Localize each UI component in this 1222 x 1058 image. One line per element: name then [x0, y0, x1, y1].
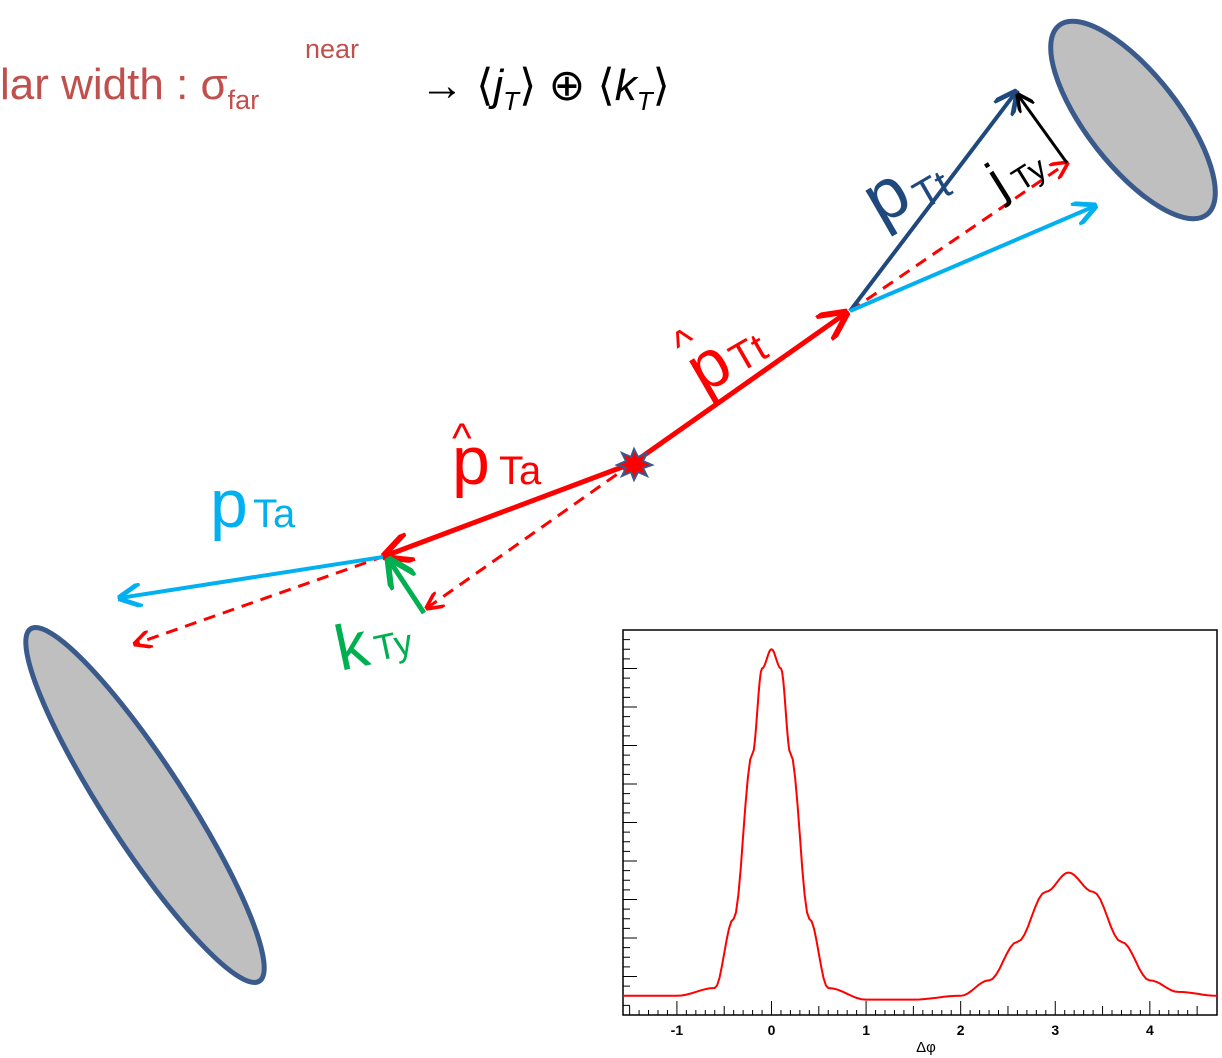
- label-phat-tt: ^ p Tt: [665, 318, 775, 408]
- inset-y-ticks: [623, 639, 637, 1006]
- angular-width-text: lar width : σ: [0, 60, 228, 109]
- parton-near-arrow: [631, 313, 846, 466]
- far-subscript: far: [227, 84, 260, 115]
- inset-xlabel: Δφ: [916, 1039, 936, 1056]
- label-jty-sub: Ty: [1005, 149, 1053, 197]
- label-phat-ta-sub: Ta: [499, 449, 542, 493]
- parton-away-arrow: [385, 460, 634, 556]
- formula-arrow: →: [420, 61, 464, 110]
- x-tick-label: 4: [1146, 1022, 1154, 1038]
- away-pta-arrow: [120, 555, 384, 598]
- near-ptt-arrow: [848, 92, 1016, 313]
- formula-kt-sub: T: [636, 85, 653, 116]
- label-phat-ta-base: p: [452, 423, 490, 499]
- label-kty-sub: Ty: [370, 621, 416, 669]
- label-phat-ta-hat: ^: [452, 414, 472, 461]
- inset-x-ticks: -1 0 1 2 3 4: [629, 1001, 1198, 1038]
- formula-kt: k: [614, 61, 637, 110]
- formula-jt-sub: T: [503, 85, 520, 116]
- label-phat-ta: ^ p Ta: [452, 414, 542, 499]
- inset-frame: [622, 629, 1218, 1016]
- label-ptt: p Tt: [848, 151, 958, 240]
- x-tick-label: 2: [957, 1022, 965, 1038]
- away-dashed-arrow-2: [135, 554, 386, 644]
- away-kty-arrow: [389, 560, 427, 615]
- x-tick-label: -1: [671, 1022, 684, 1038]
- near-cyan-arrow: [849, 206, 1095, 313]
- inset-curve: [623, 648, 1218, 1001]
- vertex-star: [614, 446, 655, 483]
- angular-width-label: lar width : σfar: [0, 60, 259, 116]
- label-jty-base: j: [975, 153, 1017, 209]
- x-tick-label: 1: [862, 1022, 870, 1038]
- formula-oplus: ⊕: [548, 61, 586, 110]
- inset-plot: -1 0 1 2 3 4 Δφ: [622, 629, 1218, 1056]
- near-jty-arrow: [1018, 95, 1069, 164]
- formula: → ⟨jT⟩ ⊕ ⟨kT⟩: [420, 61, 670, 116]
- label-pta-base: p: [210, 466, 248, 542]
- away-jet-ellipse: [23, 625, 267, 985]
- label-pta-sub: Ta: [253, 492, 296, 536]
- x-tick-label: 0: [768, 1022, 776, 1038]
- away-dashed-arrow-1: [427, 461, 634, 608]
- near-dashed-arrow: [849, 163, 1067, 313]
- label-pta: p Ta: [210, 466, 296, 542]
- near-jet-ellipse: [1048, 18, 1218, 222]
- label-kty-base: k: [328, 607, 375, 684]
- x-tick-label: 3: [1051, 1022, 1059, 1038]
- near-subscript: near: [305, 34, 360, 64]
- formula-jt: j: [493, 61, 504, 110]
- label-jty: j Ty: [975, 149, 1053, 209]
- label-kty: k Ty: [328, 607, 416, 684]
